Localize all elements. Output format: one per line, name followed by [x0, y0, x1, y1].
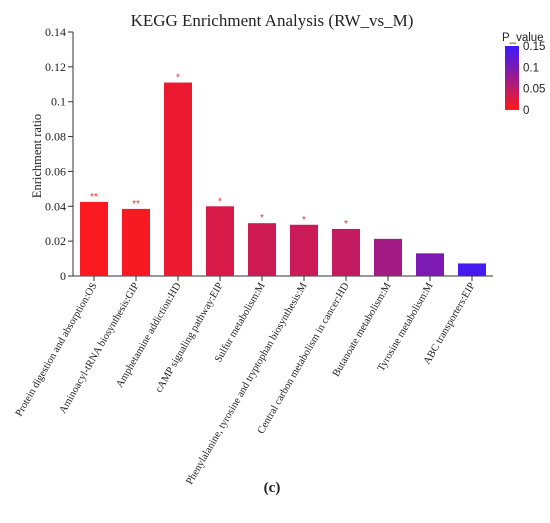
legend-tick-label: 0.1: [523, 62, 539, 74]
y-axis-label: Enrichment ratio: [30, 114, 44, 198]
category-label: Aminoacyl-tRNA biosynthesis:GIP: [58, 281, 142, 416]
category-label: Central carbon metabolism in cancer:HD: [256, 281, 352, 436]
bar: [206, 206, 234, 276]
x-axis: [73, 275, 493, 281]
legend-tick-label: 0: [523, 105, 529, 117]
y-tick-label: 0.08: [45, 130, 66, 144]
y-tick-label: 0.14: [45, 25, 66, 39]
significance-label: *: [218, 196, 222, 207]
bar: [332, 228, 360, 276]
y-tick-label: 0.1: [51, 95, 66, 109]
y-axis: 0 0.02 0.04 0.06 0.08 0.1 0.12 0.14: [45, 25, 74, 283]
bar: [290, 224, 318, 276]
bars: ******* * *: [80, 73, 486, 277]
significance-label: **: [132, 199, 140, 210]
bar: [374, 238, 402, 276]
legend-title: P_value: [502, 32, 544, 44]
y-tick-label: 0.06: [45, 164, 66, 178]
significance-label: *: [260, 213, 264, 224]
y-tick-label: 0.02: [45, 234, 66, 248]
bar: [122, 208, 150, 276]
p-value-legend: P_value 0.15 0.1 0.05 0: [502, 32, 545, 117]
bar: [416, 253, 444, 276]
y-tick-label: 0: [60, 269, 66, 283]
chart-title: KEGG Enrichment Analysis (RW_vs_M): [131, 11, 414, 30]
bar: [164, 82, 192, 277]
panel-label: (c): [264, 480, 281, 496]
bar: [248, 223, 276, 276]
legend-tick-label: 0.15: [523, 41, 545, 53]
y-tick-label: 0.12: [45, 60, 66, 74]
significance-label: *: [302, 215, 306, 226]
category-labels: Protein digestion and absorption:OSAmino…: [14, 280, 478, 486]
significance-label: *: [344, 219, 348, 230]
category-label: Protein digestion and absorption:OS: [14, 281, 100, 419]
significance-label: **: [90, 192, 98, 203]
bar: [80, 201, 108, 276]
legend-colorbar: [505, 46, 519, 110]
significance-label: *: [176, 73, 180, 84]
legend-tick-label: 0.05: [523, 84, 545, 96]
bar: [458, 263, 486, 276]
y-tick-label: 0.04: [45, 199, 66, 213]
